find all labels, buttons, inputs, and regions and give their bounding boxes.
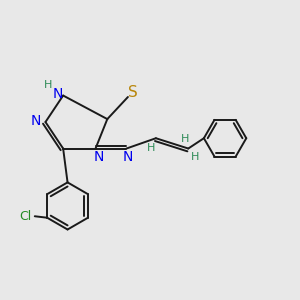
Text: H: H	[44, 80, 52, 90]
Text: N: N	[93, 150, 104, 164]
Text: Cl: Cl	[19, 210, 31, 223]
Text: H: H	[190, 152, 199, 162]
Text: S: S	[128, 85, 138, 100]
Text: N: N	[31, 114, 41, 128]
Text: H: H	[181, 134, 190, 144]
Text: H: H	[147, 142, 156, 153]
Text: N: N	[53, 87, 63, 101]
Text: N: N	[123, 150, 133, 164]
